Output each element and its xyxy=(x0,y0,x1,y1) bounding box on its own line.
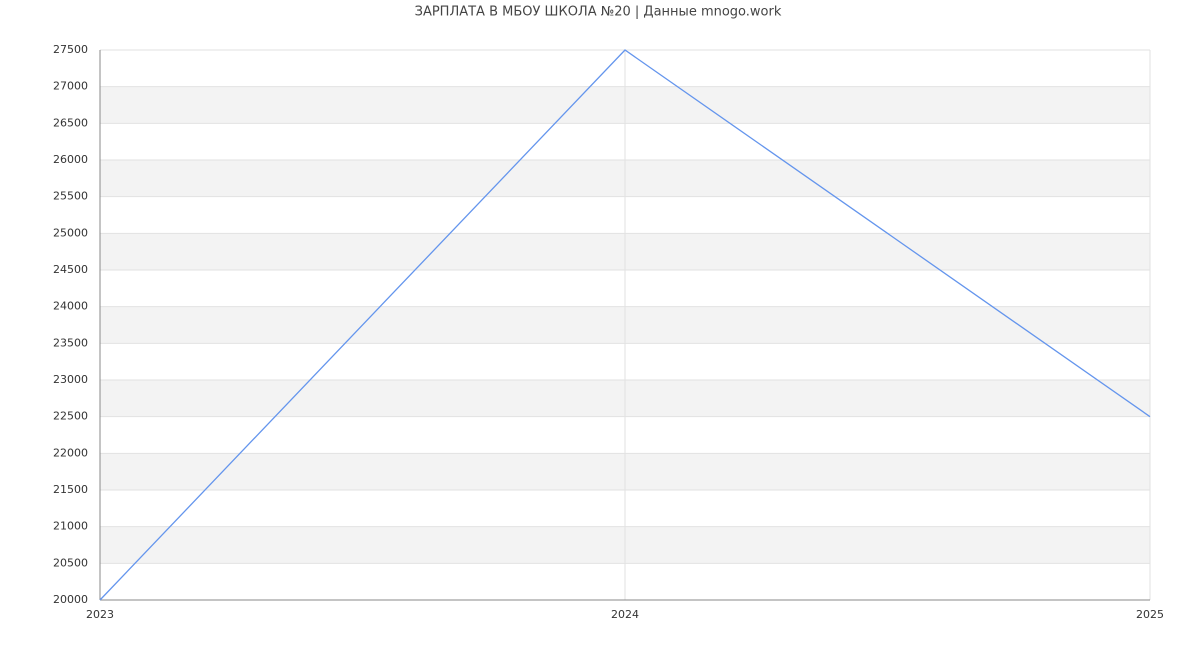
y-tick-label: 21500 xyxy=(53,483,88,496)
y-tick-label: 24500 xyxy=(53,263,88,276)
y-tick-label: 20000 xyxy=(53,593,88,606)
y-tick-label: 27500 xyxy=(53,43,88,56)
x-tick-label: 2024 xyxy=(611,608,639,621)
y-tick-label: 25000 xyxy=(53,226,88,239)
x-tick-label: 2023 xyxy=(86,608,114,621)
y-tick-label: 24000 xyxy=(53,300,88,313)
y-tick-label: 23000 xyxy=(53,373,88,386)
chart-title: ЗАРПЛАТА В МБОУ ШКОЛА №20 | Данные mnogo… xyxy=(415,5,782,20)
y-tick-label: 25500 xyxy=(53,190,88,203)
x-tick-label: 2025 xyxy=(1136,608,1164,621)
y-tick-label: 27000 xyxy=(53,80,88,93)
y-tick-label: 22000 xyxy=(53,446,88,459)
y-tick-label: 23500 xyxy=(53,336,88,349)
y-tick-label: 26000 xyxy=(53,153,88,166)
line xyxy=(99,49,1151,601)
y-tick-label: 21000 xyxy=(53,520,88,533)
y-tick-label: 20500 xyxy=(53,556,88,569)
y-tick-label: 22500 xyxy=(53,410,88,423)
y-tick-label: 26500 xyxy=(53,116,88,129)
